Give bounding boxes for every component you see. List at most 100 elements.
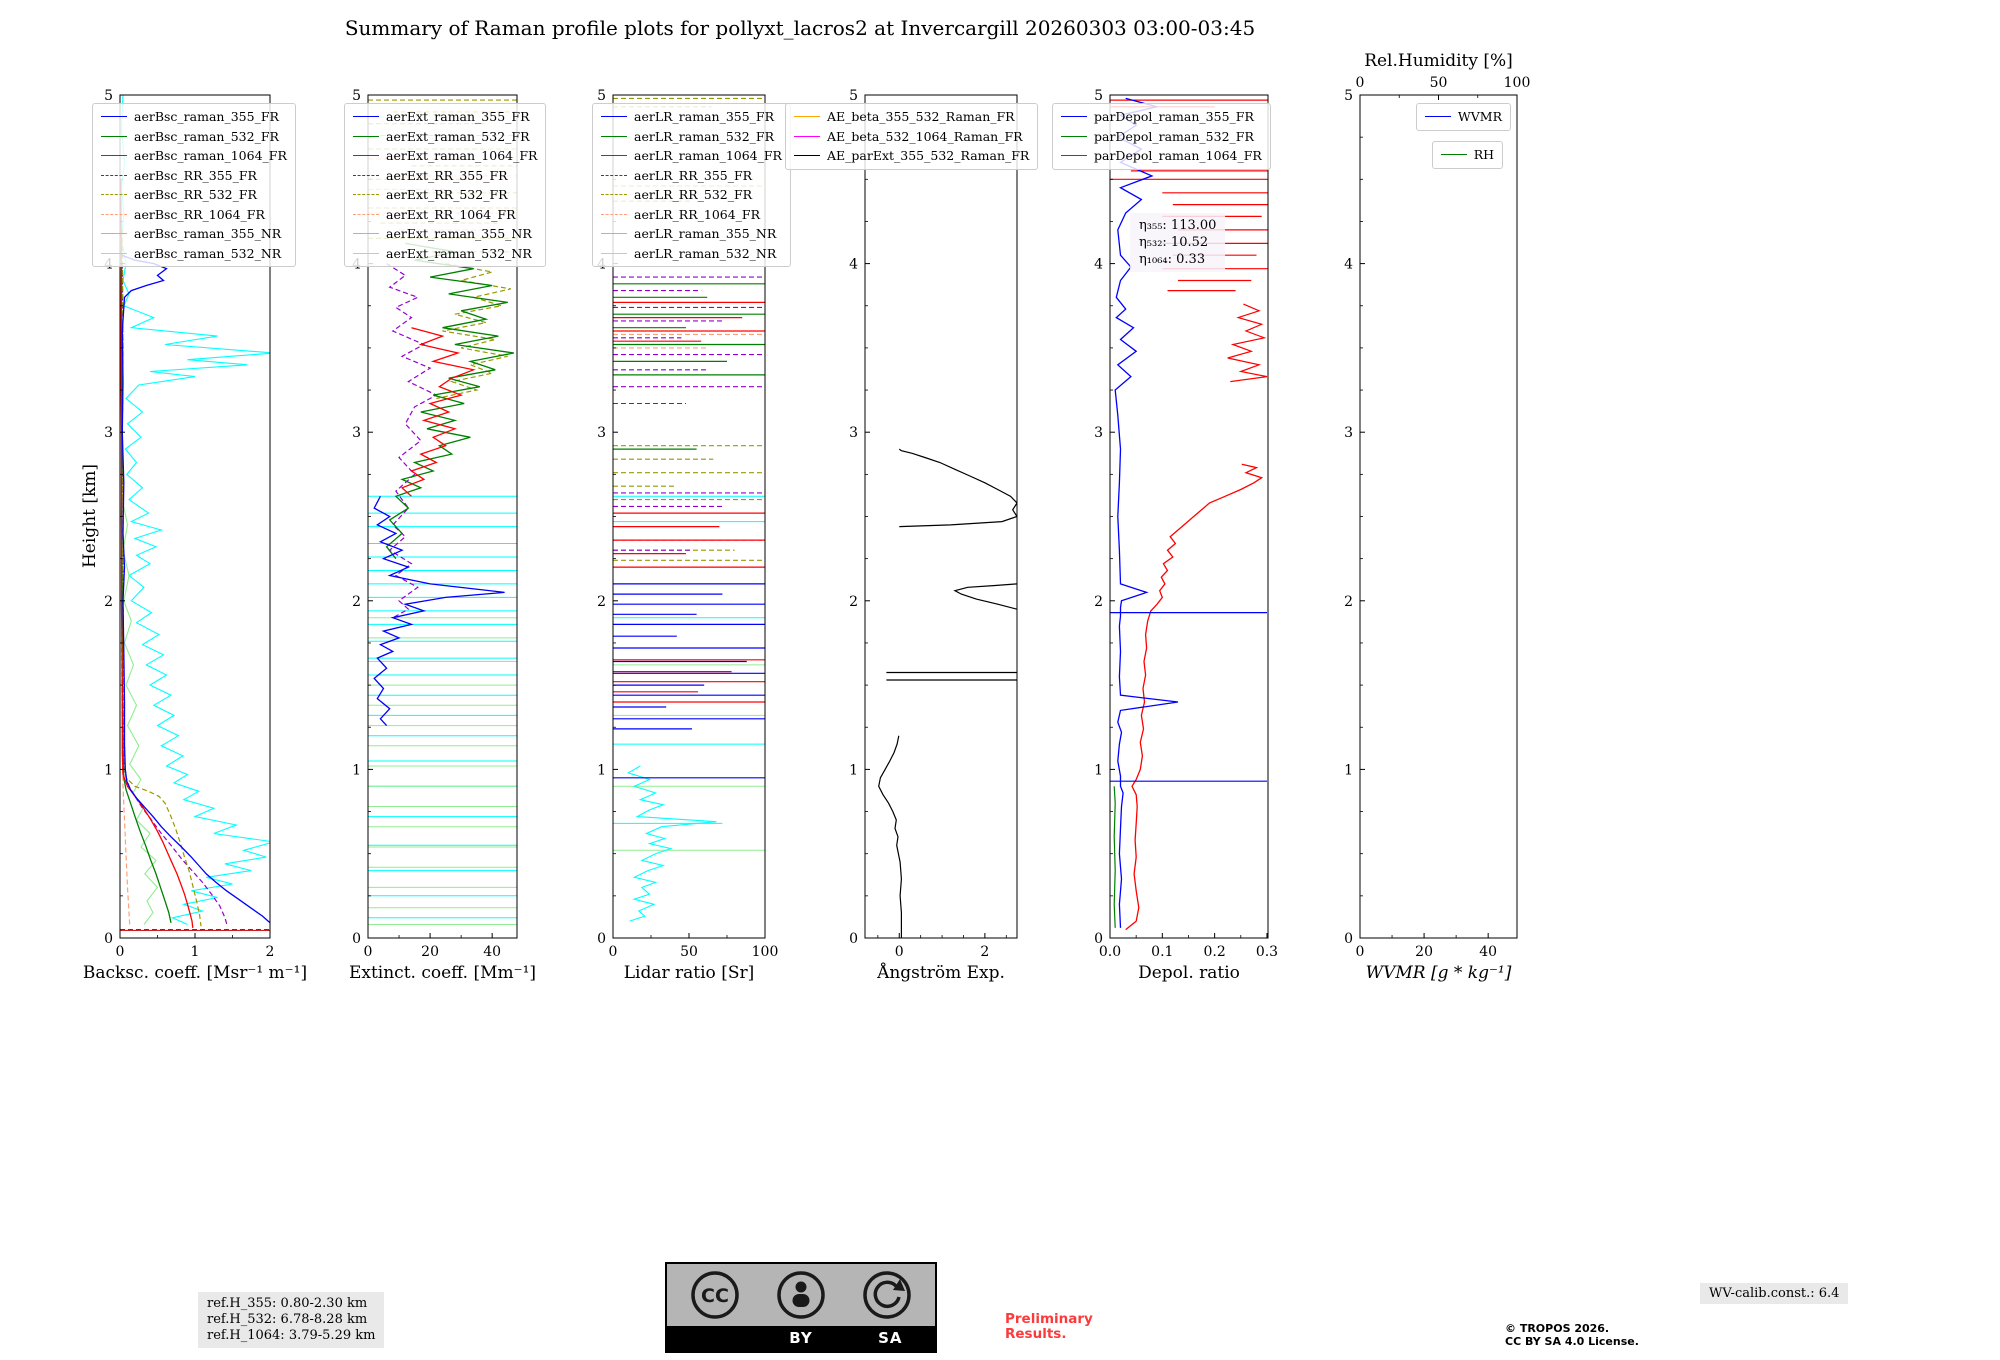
legend-swatch [1061, 155, 1087, 157]
svg-text:0: 0 [895, 944, 904, 960]
legend-item: aerExt_raman_532_FR [353, 127, 537, 147]
legend-label: aerBsc_RR_355_FR [134, 167, 257, 183]
svg-text:1: 1 [104, 762, 113, 778]
ref-h-532: ref.H_532: 6.78-8.28 km [207, 1312, 368, 1327]
legend-item: aerBsc_raman_532_FR [101, 127, 287, 147]
legend-item: aerBsc_raman_532_NR [101, 244, 287, 264]
svg-text:4: 4 [1344, 257, 1353, 273]
legend-swatch [601, 194, 627, 196]
svg-text:20: 20 [421, 944, 439, 960]
legend-swatch [601, 135, 627, 137]
legend-item: AE_beta_355_532_Raman_FR [794, 107, 1029, 127]
svg-text:0: 0 [1356, 75, 1365, 91]
legend-item: aerExt_RR_355_FR [353, 166, 537, 186]
svg-text:0: 0 [1344, 931, 1353, 947]
legend-swatch [101, 116, 127, 118]
svg-text:2: 2 [352, 594, 361, 610]
legend-swatch [353, 194, 379, 196]
legend-item: parDepol_raman_532_FR [1061, 127, 1262, 147]
legend-swatch [601, 233, 627, 235]
svg-text:0: 0 [116, 944, 125, 960]
legend-label: AE_parExt_355_532_Raman_FR [827, 148, 1030, 163]
cc-by-label: BY [789, 1329, 813, 1347]
legend-label: aerBsc_RR_532_FR [134, 187, 257, 202]
svg-text:0.1: 0.1 [1151, 944, 1173, 960]
legend-item: parDepol_raman_355_FR [1061, 107, 1262, 127]
legend-swatch [601, 174, 627, 176]
svg-text:3: 3 [849, 425, 858, 441]
svg-text:1: 1 [597, 762, 606, 778]
legend-item: aerExt_raman_1064_FR [353, 146, 537, 166]
xlabel-backscatter: Backsc. coeff. [Msr⁻¹ m⁻¹] [82, 963, 308, 983]
eta-355: η₃₅₅: 113.00 [1139, 218, 1217, 233]
legend-label: aerExt_RR_355_FR [386, 167, 508, 183]
legend-label: aerLR_raman_355_FR [634, 109, 775, 124]
svg-text:0: 0 [364, 944, 373, 960]
copyright-note: © TROPOS 2026. CC BY SA 4.0 License. [1505, 1322, 1639, 1348]
svg-text:0: 0 [609, 944, 618, 960]
svg-text:0.0: 0.0 [1099, 944, 1121, 960]
svg-text:50: 50 [680, 944, 698, 960]
legend-label: aerExt_raman_532_FR [386, 128, 530, 144]
eta-annotation: η₃₅₅: 113.00 η₅₃₂: 10.52 η₁₀₆₄: 0.33 [1130, 213, 1226, 272]
legend-item: AE_parExt_355_532_Raman_FR [794, 146, 1029, 166]
legend-item: aerExt_RR_1064_FR [353, 205, 537, 225]
legend-label: aerExt_raman_532_NR [386, 245, 532, 261]
legend-swatch [353, 135, 379, 137]
legend-label: aerBsc_RR_1064_FR [134, 206, 265, 222]
legend-swatch [601, 252, 627, 254]
legend-item: aerExt_raman_355_FR [353, 107, 537, 127]
legend-swatch [1061, 135, 1087, 137]
preliminary-results-note: Preliminary Results. [1005, 1312, 1093, 1342]
legend-label: aerExt_RR_532_FR [386, 187, 508, 202]
legend-label: aerBsc_raman_532_NR [134, 245, 282, 261]
plot-depol: 0.0 0.1 0.2 0.3 0 1 2 3 4 5 [1094, 88, 1278, 960]
legend-swatch [601, 155, 627, 157]
svg-text:50: 50 [1430, 75, 1448, 91]
legend-label: aerLR_raman_532_FR [634, 128, 775, 144]
legend-item: aerLR_raman_532_FR [601, 127, 782, 147]
svg-text:0.2: 0.2 [1204, 944, 1226, 960]
legend-swatch [794, 116, 820, 118]
svg-text:0: 0 [104, 931, 113, 947]
legend-swatch [353, 233, 379, 235]
cc-band: BY SA [667, 1326, 935, 1351]
legend-swatch [601, 116, 627, 118]
legend-label: parDepol_raman_1064_FR [1094, 148, 1262, 163]
legend-label: aerBsc_raman_532_FR [134, 128, 279, 144]
cc-license-badge: CC BY SA [665, 1262, 937, 1353]
legend-label: aerLR_RR_532_FR [634, 187, 753, 202]
legend-label: parDepol_raman_532_FR [1094, 128, 1254, 144]
svg-text:2: 2 [849, 594, 858, 610]
cc-icons: CC [691, 1271, 911, 1319]
plot-angstrom: 0 2 0 1 2 3 4 5 [849, 88, 1018, 960]
legend-label: aerBsc_raman_355_NR [134, 226, 282, 241]
legend-item: aerExt_raman_532_NR [353, 244, 537, 264]
panel-backscatter: 012012345 aerBsc_raman_355_FRaerBsc_rama… [83, 88, 307, 983]
svg-text:3: 3 [352, 425, 361, 441]
svg-text:100: 100 [1504, 75, 1531, 91]
legend-label: aerLR_raman_355_NR [634, 226, 777, 241]
legend-item: aerBsc_RR_1064_FR [101, 205, 287, 225]
legend-item: aerExt_RR_532_FR [353, 185, 537, 205]
legend-item: aerBsc_raman_355_NR [101, 224, 287, 244]
svg-text:5: 5 [104, 88, 113, 104]
ref-h-355: ref.H_355: 0.80-2.30 km [207, 1296, 368, 1311]
legend-item: aerLR_raman_355_NR [601, 224, 782, 244]
legend-label: aerLR_raman_532_NR [634, 245, 777, 261]
legend-swatch [101, 174, 127, 176]
legend-swatch [101, 252, 127, 254]
legend-item: aerLR_raman_355_FR [601, 107, 782, 127]
legend-item: aerLR_raman_1064_FR [601, 146, 782, 166]
svg-text:0: 0 [1356, 944, 1365, 960]
legend-item: RH [1440, 145, 1494, 165]
svg-text:2: 2 [266, 944, 275, 960]
legend-swatch [101, 135, 127, 137]
svg-text:5: 5 [1344, 88, 1353, 104]
legend-swatch [101, 155, 127, 157]
legend-swatch [1424, 116, 1451, 118]
eta-532: η₅₃₂: 10.52 [1139, 235, 1209, 250]
panel-depol: 0.0 0.1 0.2 0.3 0 1 2 3 4 5 parDepol_raman_355_FR… [1052, 88, 1278, 983]
